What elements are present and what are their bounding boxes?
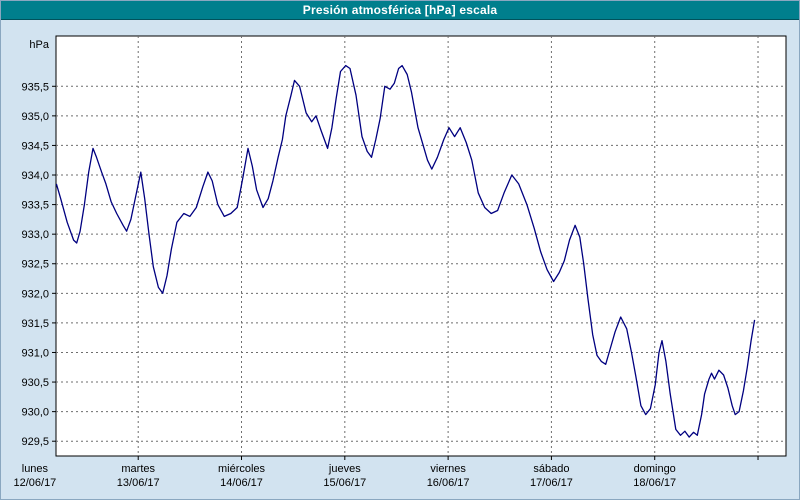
y-tick-label: 932,0 [21, 288, 49, 300]
x-axis-day-label: viernes [430, 463, 466, 475]
y-tick-label: 933,5 [21, 200, 49, 212]
pressure-line-chart: 935,5 935,0 934,5 934,0 933,5 933,0 932,5 932,0… [13, 35, 787, 489]
y-tick-label: 935,5 [21, 81, 49, 93]
pressure-line [56, 64, 756, 438]
x-axis-day-label: domingo [634, 463, 676, 475]
y-tick-label: 930,0 [21, 407, 49, 419]
x-axis-date-label: 16/06/17 [427, 477, 470, 489]
chart-title-bar: Presión atmosférica [hPa] escala [1, 1, 799, 20]
y-tick-label: 930,5 [21, 377, 49, 389]
y-tick-label: 935,0 [21, 111, 49, 123]
plot-area [55, 35, 787, 457]
x-axis-day-label: miércoles [218, 463, 266, 475]
y-tick-label: 933,0 [21, 229, 49, 241]
y-tick-label: 931,5 [21, 318, 49, 330]
y-tick-label: 929,5 [21, 436, 49, 448]
x-axis-date-label: 17/06/17 [530, 477, 573, 489]
y-axis-unit-label: hPa [29, 39, 49, 51]
y-tick-label: 932,5 [21, 259, 49, 271]
x-axis-date-label: 13/06/17 [117, 477, 160, 489]
x-axis-day-label: martes [121, 463, 155, 475]
y-tick-label: 934,5 [21, 140, 49, 152]
x-axis-date-label: 14/06/17 [220, 477, 263, 489]
x-axis-date-label: 12/06/17 [13, 477, 56, 489]
y-tick-label: 934,0 [21, 170, 49, 182]
x-axis-date-label: 18/06/17 [633, 477, 676, 489]
x-axis-day-label: jueves [328, 463, 361, 475]
x-axis-date-label: 15/06/17 [323, 477, 366, 489]
y-tick-label: 931,0 [21, 347, 49, 359]
x-axis-day-label: lunes [22, 463, 49, 475]
x-axis-day-label: sábado [533, 463, 569, 475]
